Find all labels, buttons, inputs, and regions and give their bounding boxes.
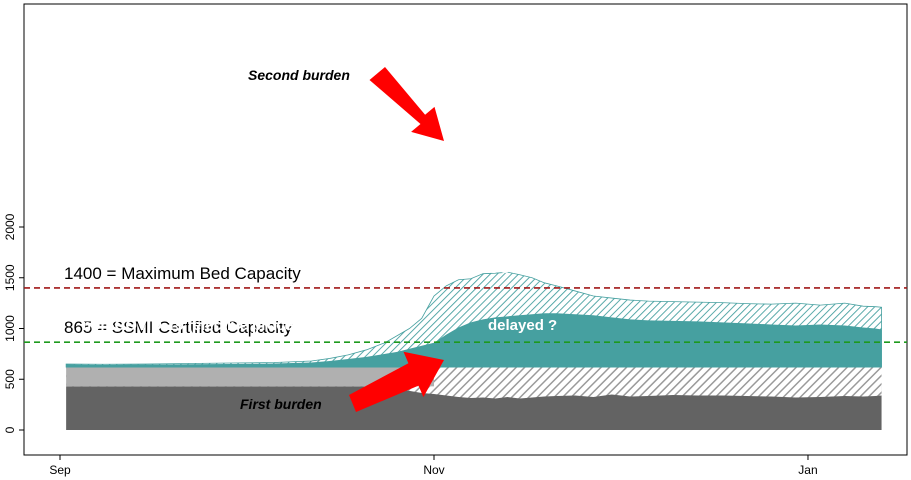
y-tick-label: 1500 <box>3 264 17 291</box>
x-tick-label: Nov <box>423 463 444 477</box>
covid-area <box>66 313 882 368</box>
x-axis: Sep Nov Jan <box>49 455 818 477</box>
y-tick-label: 0 <box>3 426 17 433</box>
plot-frame <box>23 3 908 456</box>
area-layers <box>65 271 882 430</box>
covid-uncertain-label: COVID-19 ? <box>488 178 571 195</box>
x-tick-label: Sep <box>49 463 71 477</box>
delayed-label: delayed ? <box>488 317 557 334</box>
y-tick-label: 2000 <box>3 213 17 240</box>
max-capacity-label: 1400 = Maximum Bed Capacity <box>64 264 301 283</box>
y-axis: 0 500 1000 1500 2000 <box>3 213 24 433</box>
x-tick-label: Jan <box>798 463 817 477</box>
y-tick-label: 500 <box>3 369 17 389</box>
second-burden-label: Second burden <box>248 67 350 83</box>
y-tick-label: 1000 <box>3 315 17 342</box>
ssmi-capacity-label: 865 = SSMI Certified Capacity <box>64 318 293 337</box>
first-burden-label: First burden <box>240 396 322 412</box>
first-burden-arrow <box>349 351 444 412</box>
covid-label: COVID-19 <box>488 260 557 277</box>
non-covid-label: non-COVID-19 <box>82 343 184 360</box>
second-burden-arrow <box>369 67 444 141</box>
elective-label: non-COVID-19 (elective procedures) <box>82 317 339 334</box>
elective-area <box>66 367 434 387</box>
